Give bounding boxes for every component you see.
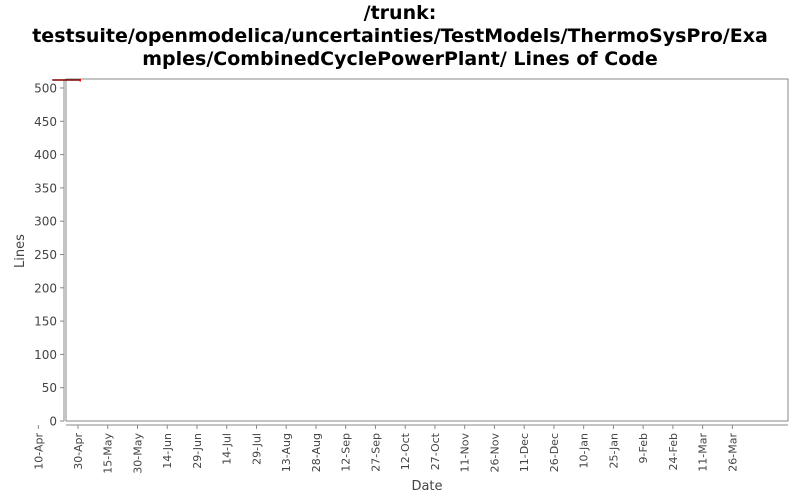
x-tick-label: 26-Dec	[548, 433, 561, 472]
chart-title-line-3: mples/CombinedCyclePowerPlant/ Lines of …	[142, 48, 658, 70]
x-tick-label: 28-Aug	[310, 433, 323, 472]
y-tick-label: 450	[34, 115, 57, 129]
y-tick-label: 150	[34, 315, 57, 329]
x-axis: 30-Apr 15-May 30-May 14-Jun 29-Jun 14-Jul 29-J…	[32, 424, 788, 474]
y-tick-label: 350	[34, 181, 57, 195]
x-tick-label: 24-Feb	[667, 433, 680, 470]
x-axis-label: Date	[411, 479, 442, 494]
x-tick-label: 30-May	[131, 433, 144, 474]
y-tick-label: 50	[42, 381, 57, 395]
y-tick-label: 250	[34, 248, 57, 262]
x-tick-label: 26-Nov	[488, 433, 501, 473]
y-tick-label: 400	[34, 148, 57, 162]
x-tick-label: 29-Jun	[191, 433, 204, 469]
x-tick-label: 11-Nov	[459, 433, 472, 473]
x-tick-label: 30-Apr	[72, 433, 85, 470]
y-tick-label: 300	[34, 215, 57, 229]
x-tick-label: 12-Sep	[340, 433, 353, 472]
y-axis-label: Lines	[13, 234, 28, 268]
x-tick-label: 15-May	[102, 433, 115, 474]
x-tick-label: 11-Mar	[697, 433, 710, 472]
x-tick-label: 14-Jul	[221, 433, 234, 465]
x-tick-label: 27-Oct	[429, 432, 442, 470]
x-tick-label: 13-Aug	[280, 433, 293, 472]
x-tick-label: 12-Oct	[399, 432, 412, 470]
x-tick-label: 26-Mar	[726, 433, 739, 472]
y-axis: 0 50 100 150 200 250 300 350 400 450 500	[34, 79, 65, 429]
y-tick-label: 200	[34, 281, 57, 295]
chart-title: /trunk: testsuite/openmodelica/uncertain…	[0, 2, 800, 71]
x-tick-label: 10-Jan	[578, 433, 591, 469]
y-tick-label: 0	[49, 415, 57, 429]
x-tick-label: 9-Feb	[637, 433, 650, 463]
x-tick-label: 11-Dec	[518, 433, 531, 472]
x-tick-label: 25-Jan	[607, 433, 620, 469]
x-tick-label: 10-Apr	[32, 433, 45, 470]
series-start-marker	[79, 79, 81, 82]
chart-title-line-2: testsuite/openmodelica/uncertainties/Tes…	[32, 25, 768, 47]
y-tick-label: 500	[34, 82, 57, 96]
chart-title-line-1: /trunk:	[363, 2, 437, 24]
x-tick-label: 29-Jul	[250, 433, 263, 465]
y-tick-label: 100	[34, 348, 57, 362]
plot-area	[65, 78, 789, 422]
x-tick-label: 14-Jun	[161, 433, 174, 469]
x-tick-label: 27-Sep	[369, 433, 382, 472]
series-layer	[52, 79, 81, 82]
